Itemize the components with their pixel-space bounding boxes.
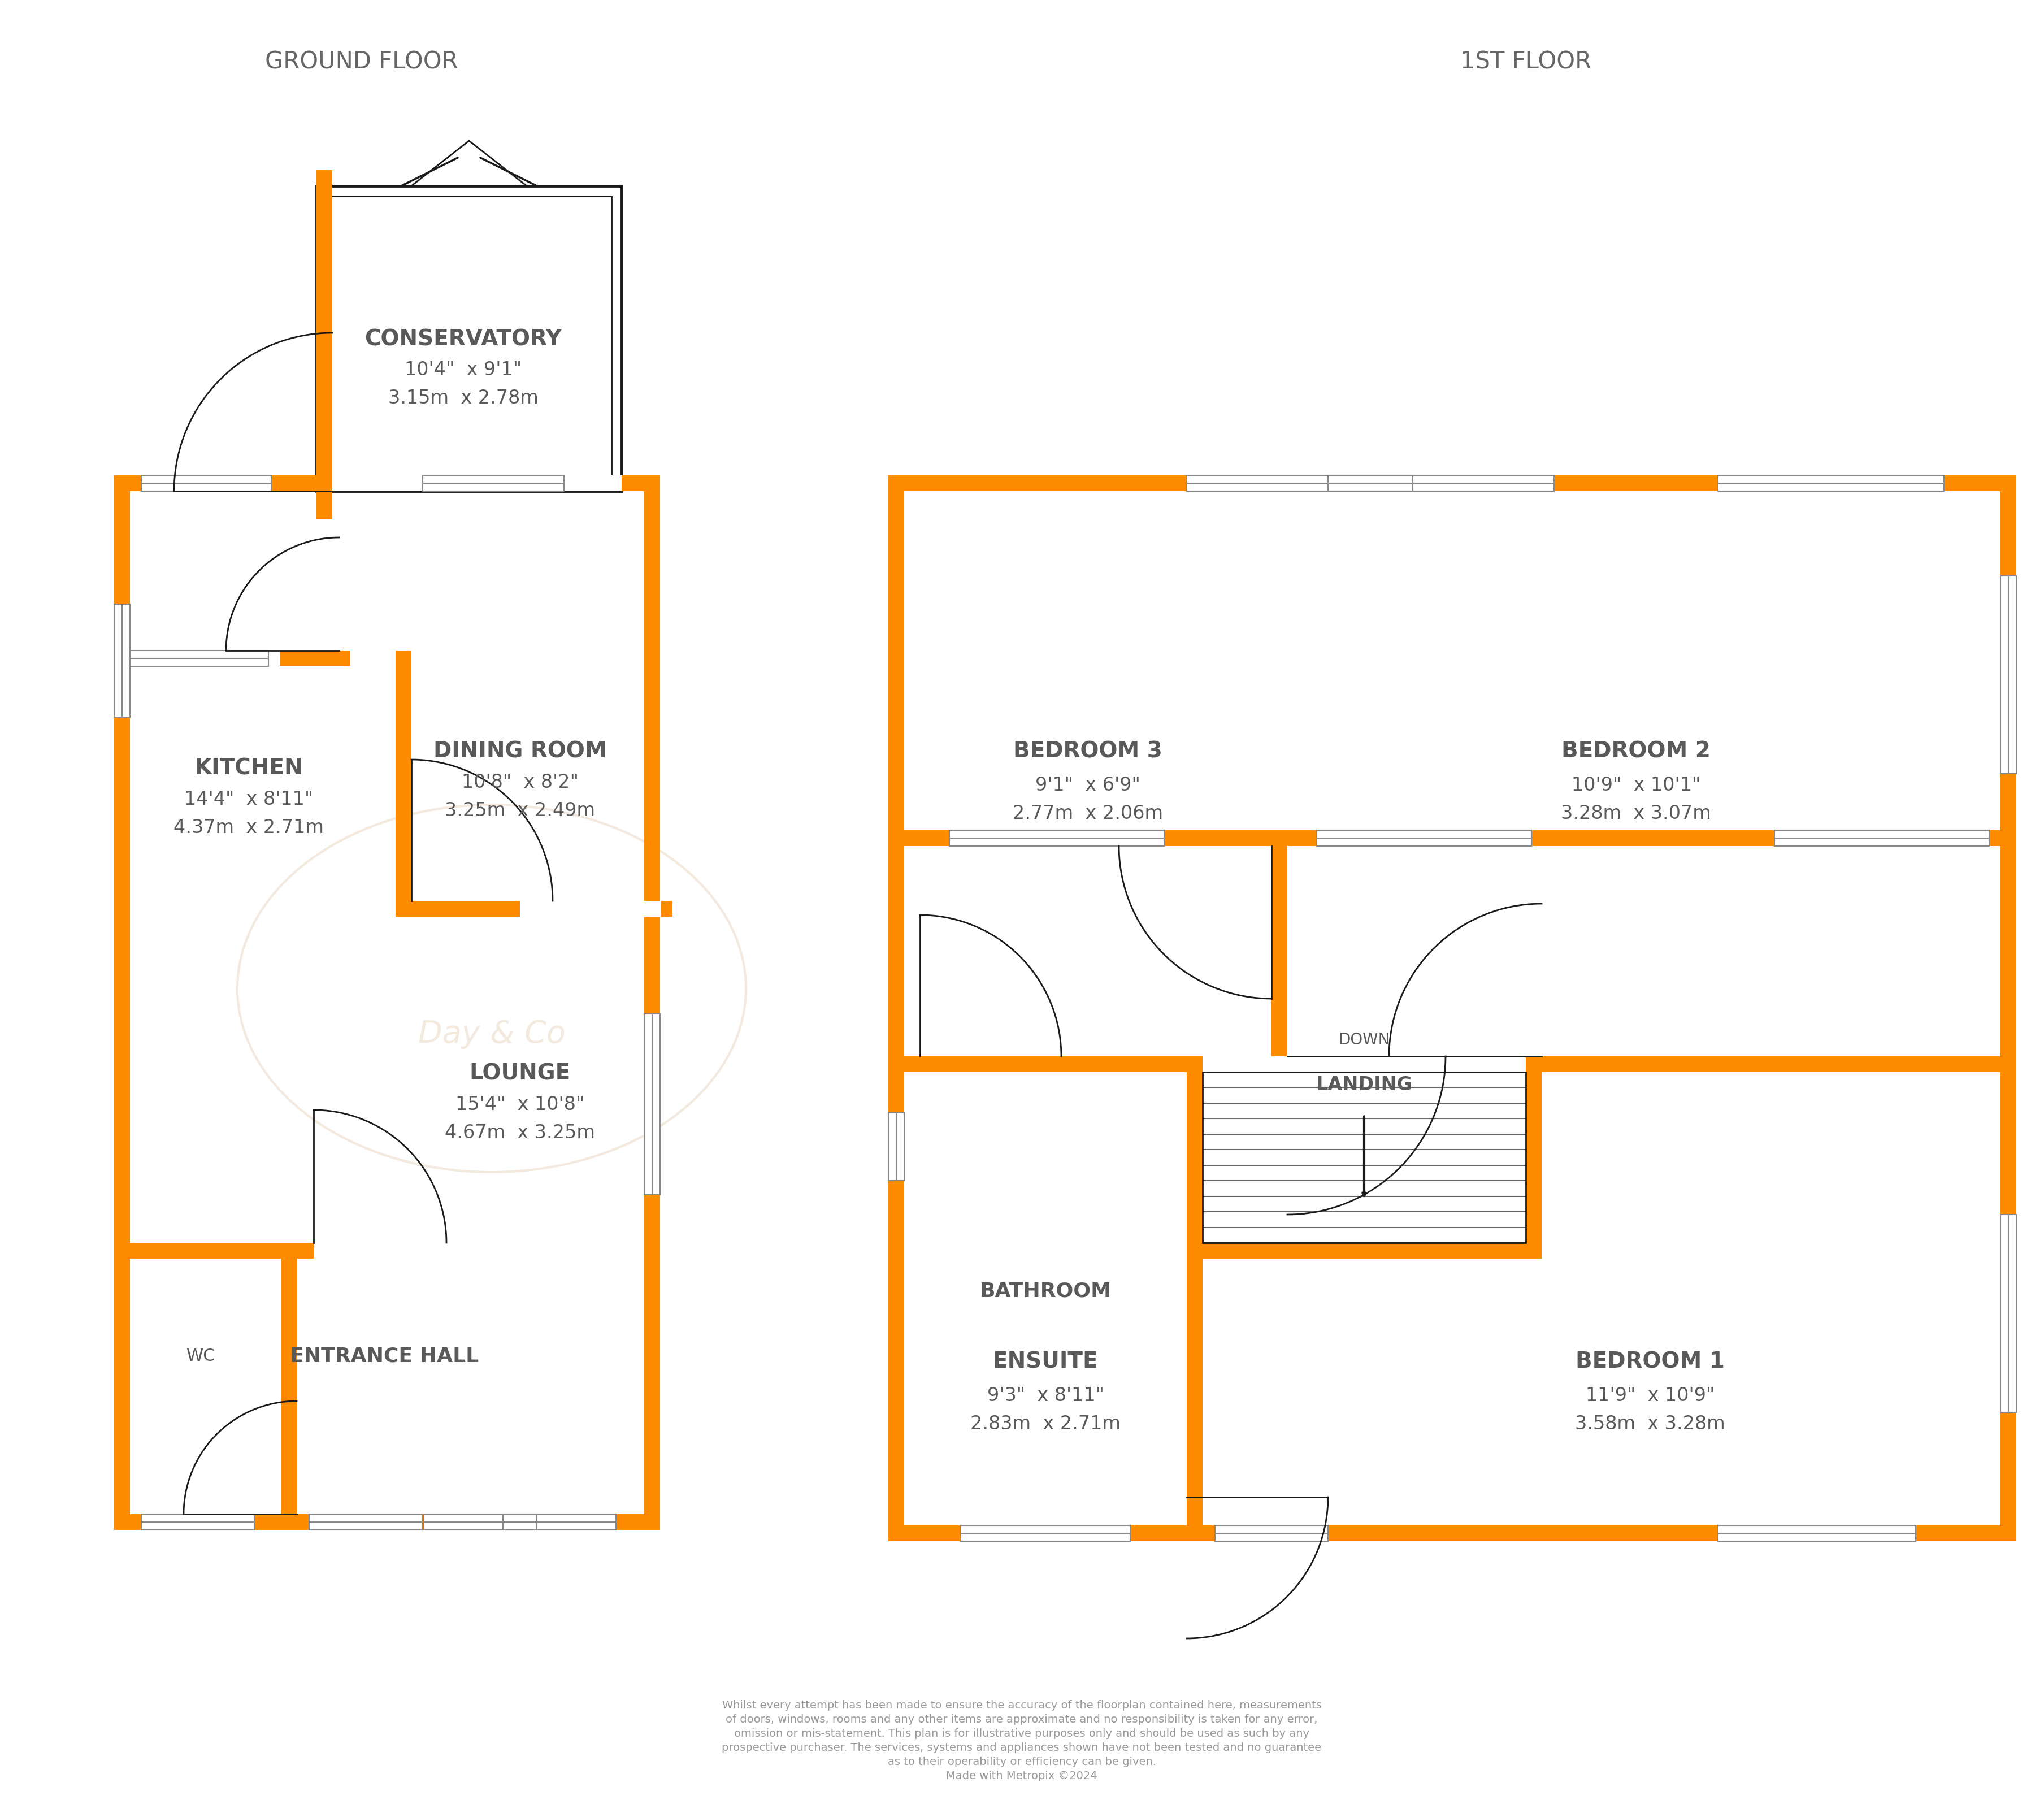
Bar bbox=[114, 1243, 296, 1259]
Bar bbox=[660, 901, 672, 918]
Bar bbox=[423, 1514, 538, 1530]
Bar bbox=[114, 605, 131, 718]
Bar bbox=[903, 1056, 1188, 1072]
Text: DINING ROOM: DINING ROOM bbox=[433, 741, 607, 761]
Text: 2.83m  x 2.71m: 2.83m x 2.71m bbox=[971, 1414, 1120, 1434]
Bar bbox=[141, 476, 272, 492]
Bar bbox=[2001, 1216, 2015, 1412]
Text: 10'8"  x 8'2": 10'8" x 8'2" bbox=[462, 774, 578, 792]
Text: BATHROOM: BATHROOM bbox=[979, 1281, 1112, 1301]
Bar bbox=[114, 476, 660, 492]
Bar bbox=[948, 830, 1165, 847]
Bar bbox=[503, 1514, 615, 1530]
Bar bbox=[317, 171, 333, 476]
Bar bbox=[889, 1114, 903, 1181]
Bar bbox=[1188, 1243, 1202, 1541]
Bar bbox=[1329, 476, 1553, 492]
Bar bbox=[1202, 1072, 1525, 1243]
Bar bbox=[889, 476, 2015, 492]
Bar bbox=[313, 1243, 450, 1259]
Text: 10'4"  x 9'1": 10'4" x 9'1" bbox=[405, 362, 521, 380]
Bar bbox=[280, 1243, 397, 1259]
Bar bbox=[1316, 830, 1531, 847]
Bar bbox=[1525, 1056, 2001, 1072]
Bar bbox=[2001, 576, 2015, 774]
Text: 3.15m  x 2.78m: 3.15m x 2.78m bbox=[388, 389, 538, 407]
Bar bbox=[961, 1526, 1130, 1541]
Bar bbox=[519, 901, 660, 918]
Text: 4.37m  x 2.71m: 4.37m x 2.71m bbox=[174, 818, 323, 838]
Bar bbox=[1717, 476, 1944, 492]
Bar bbox=[114, 492, 131, 1530]
Bar bbox=[397, 650, 411, 901]
Text: CONSERVATORY: CONSERVATORY bbox=[364, 329, 562, 349]
Text: 10'9"  x 10'1": 10'9" x 10'1" bbox=[1572, 776, 1701, 794]
Bar bbox=[889, 1526, 2015, 1541]
Text: 3.58m  x 3.28m: 3.58m x 3.28m bbox=[1576, 1414, 1725, 1434]
Bar bbox=[327, 196, 611, 482]
Bar bbox=[333, 476, 621, 492]
Bar bbox=[280, 1243, 296, 1530]
Bar bbox=[621, 476, 638, 492]
Bar bbox=[317, 187, 621, 492]
Text: 14'4"  x 8'11": 14'4" x 8'11" bbox=[184, 790, 313, 809]
Text: 3.28m  x 3.07m: 3.28m x 3.07m bbox=[1562, 805, 1711, 823]
Text: Whilst every attempt has been made to ensure the accuracy of the floorplan conta: Whilst every attempt has been made to en… bbox=[722, 1699, 1322, 1781]
Text: 9'3"  x 8'11": 9'3" x 8'11" bbox=[987, 1386, 1104, 1405]
Bar bbox=[1188, 476, 1412, 492]
Text: 11'9"  x 10'9": 11'9" x 10'9" bbox=[1586, 1386, 1715, 1405]
Bar bbox=[644, 1014, 660, 1196]
Text: KITCHEN: KITCHEN bbox=[194, 758, 303, 779]
Bar bbox=[317, 476, 333, 492]
Bar bbox=[317, 492, 333, 520]
Bar bbox=[889, 492, 903, 1541]
Bar bbox=[644, 492, 660, 1530]
Text: BEDROOM 1: BEDROOM 1 bbox=[1576, 1350, 1725, 1372]
Text: GROUND FLOOR: GROUND FLOOR bbox=[266, 51, 458, 74]
Bar bbox=[1188, 1243, 1541, 1259]
Bar bbox=[280, 650, 350, 667]
Bar bbox=[2001, 492, 2015, 1541]
Bar bbox=[114, 1514, 660, 1530]
Bar bbox=[141, 1514, 253, 1530]
Text: DOWN: DOWN bbox=[1339, 1032, 1390, 1047]
Bar bbox=[1774, 830, 1989, 847]
Bar bbox=[131, 650, 268, 667]
Text: 2.77m  x 2.06m: 2.77m x 2.06m bbox=[1012, 805, 1163, 823]
Bar bbox=[1214, 1526, 1329, 1541]
Text: 9'1"  x 6'9": 9'1" x 6'9" bbox=[1036, 776, 1141, 794]
Bar bbox=[1525, 1056, 1541, 1259]
Text: 3.25m  x 2.49m: 3.25m x 2.49m bbox=[446, 801, 595, 819]
Text: 15'4"  x 10'8": 15'4" x 10'8" bbox=[456, 1096, 585, 1114]
Text: LOUNGE: LOUNGE bbox=[470, 1063, 570, 1085]
Bar bbox=[1717, 1526, 1915, 1541]
Text: 1ST FLOOR: 1ST FLOOR bbox=[1459, 51, 1592, 74]
Bar bbox=[309, 1514, 423, 1530]
Text: 4.67m  x 3.25m: 4.67m x 3.25m bbox=[446, 1123, 595, 1143]
Text: BEDROOM 3: BEDROOM 3 bbox=[1014, 741, 1163, 761]
Text: LANDING: LANDING bbox=[1316, 1076, 1412, 1094]
Bar bbox=[1188, 1056, 1202, 1243]
Bar bbox=[397, 901, 660, 918]
Bar bbox=[114, 650, 141, 667]
Bar bbox=[1271, 830, 1288, 1056]
Bar bbox=[903, 830, 2001, 847]
Text: ENSUITE: ENSUITE bbox=[993, 1350, 1098, 1372]
Text: BEDROOM 2: BEDROOM 2 bbox=[1562, 741, 1711, 761]
Text: ENTRANCE HALL: ENTRANCE HALL bbox=[290, 1346, 478, 1366]
Bar bbox=[423, 476, 564, 492]
Text: Day & Co: Day & Co bbox=[417, 1019, 566, 1048]
Text: WC: WC bbox=[186, 1348, 215, 1365]
